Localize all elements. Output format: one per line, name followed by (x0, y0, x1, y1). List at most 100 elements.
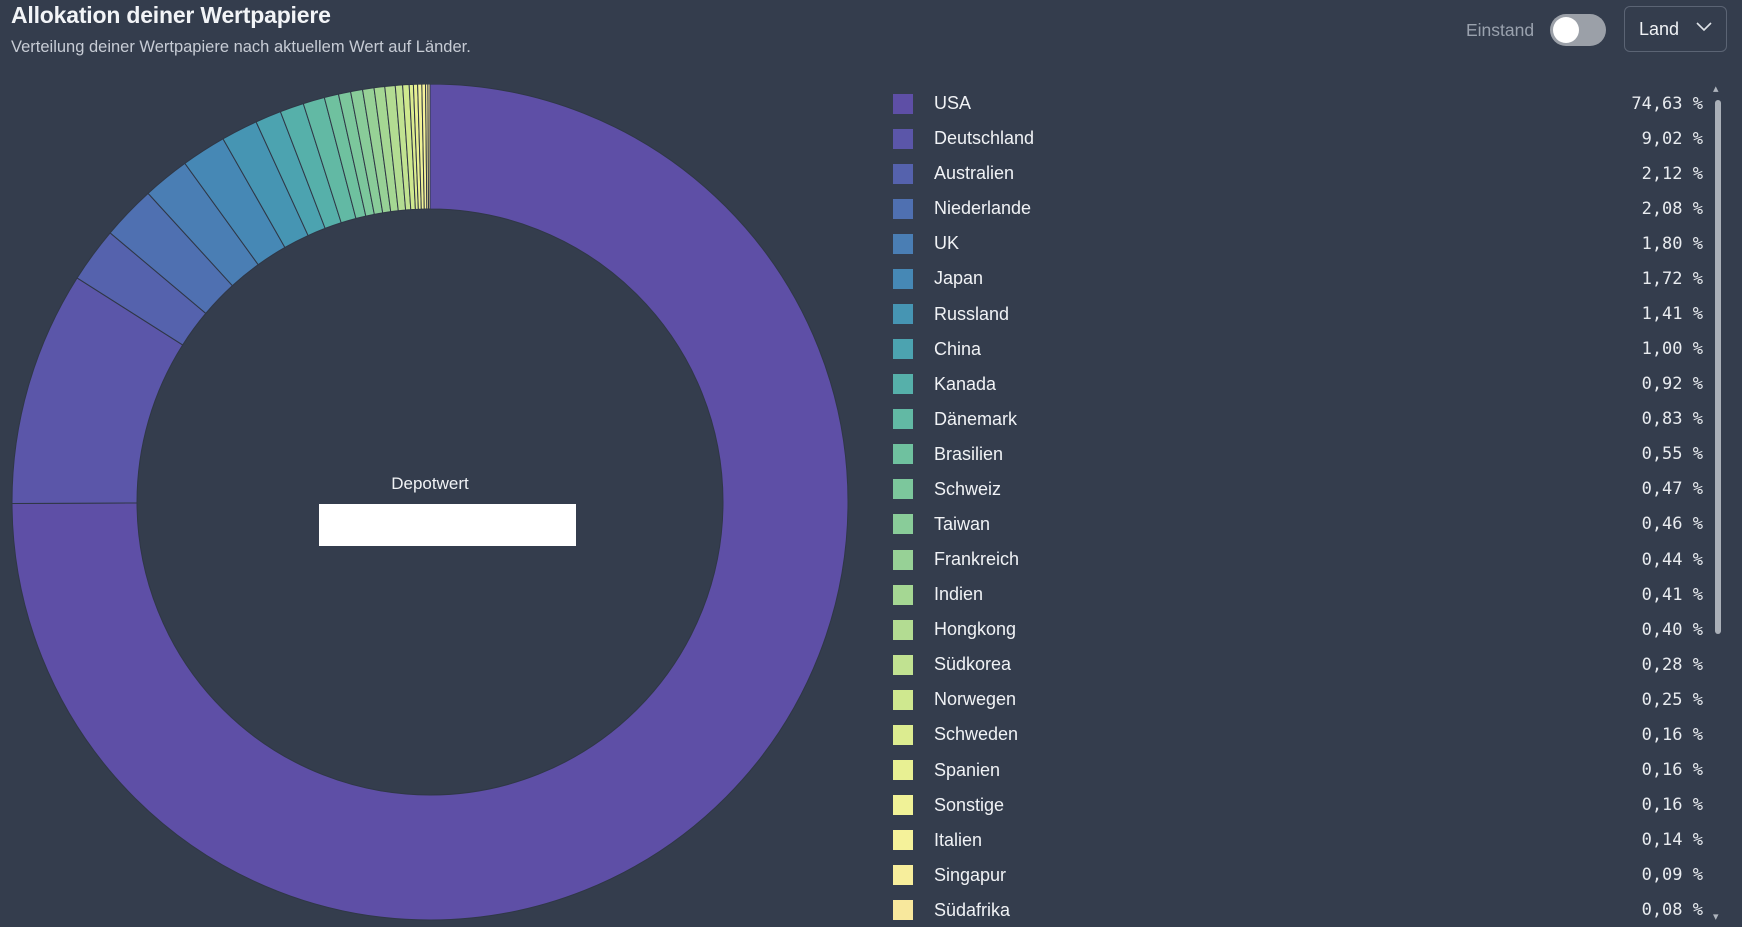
einstand-toggle[interactable] (1550, 14, 1607, 46)
legend-value: 74,63 % (1631, 93, 1703, 114)
legend-value: 0,09 % (1641, 865, 1703, 886)
legend-swatch (893, 619, 913, 640)
legend-value: 1,72 % (1641, 268, 1703, 289)
legend-swatch (893, 479, 913, 500)
legend-value: 2,12 % (1641, 163, 1703, 184)
legend-value: 0,28 % (1641, 654, 1703, 675)
legend-label: Hongkong (934, 619, 1017, 640)
legend-item-japan[interactable]: Japan 1,72 % (893, 261, 1713, 296)
legend-value: 9,02 % (1641, 128, 1703, 149)
legend-swatch (893, 304, 913, 324)
legend-item-sonstige[interactable]: Sonstige 0,16 % (893, 788, 1713, 823)
legend-label: UK (934, 233, 960, 254)
toggle-label: Einstand (1466, 19, 1535, 40)
legend-swatch (893, 268, 913, 289)
legend-item-brasilien[interactable]: Brasilien 0,55 % (893, 437, 1713, 472)
legend-swatch (893, 128, 913, 149)
legend-item-niederlande[interactable]: Niederlande 2,08 % (893, 191, 1713, 226)
legend-item-suedafrika[interactable]: Südafrika 0,08 % (893, 893, 1713, 927)
legend-swatch (893, 374, 913, 395)
legend-label: Russland (934, 303, 1010, 324)
legend-item-suedkorea[interactable]: Südkorea 0,28 % (893, 647, 1713, 682)
legend-label: Südafrika (934, 899, 1011, 920)
legend-swatch (893, 584, 913, 605)
page-title: Allokation deiner Wertpapiere (11, 2, 331, 28)
legend-label: Spanien (934, 759, 1001, 780)
legend-label: Südkorea (934, 654, 1012, 675)
legend-swatch (893, 514, 913, 535)
legend-item-hongkong[interactable]: Hongkong 0,40 % (893, 612, 1713, 647)
legend-value: 0,55 % (1641, 444, 1703, 465)
scroll-up-icon[interactable]: ▴ (1713, 83, 1719, 95)
legend-label: Frankreich (934, 549, 1020, 570)
legend-value: 0,14 % (1641, 830, 1703, 851)
depotwert-label: Depotwert (391, 474, 469, 493)
legend-scrollbar[interactable]: ▴ ▾ (1711, 83, 1725, 927)
scroll-thumb[interactable] (1715, 100, 1721, 634)
legend-item-schweden[interactable]: Schweden 0,16 % (893, 717, 1713, 752)
legend-item-uk[interactable]: UK 1,80 % (893, 226, 1713, 261)
legend-label: Kanada (934, 373, 997, 394)
legend-value: 0,46 % (1641, 514, 1703, 535)
legend-value: 0,44 % (1641, 549, 1703, 570)
legend-swatch (893, 233, 913, 254)
chevron-down-icon (1696, 22, 1712, 32)
legend-swatch (893, 339, 913, 360)
legend-item-daenemark[interactable]: Dänemark 0,83 % (893, 402, 1713, 437)
legend-item-norwegen[interactable]: Norwegen 0,25 % (893, 682, 1713, 717)
chart-legend: USA 74,63 % Deutschland 9,02 % Australien 2,1… (893, 86, 1713, 927)
legend-value: 0,16 % (1641, 760, 1703, 781)
legend-swatch (893, 93, 913, 114)
legend-swatch (893, 689, 913, 710)
legend-item-indien[interactable]: Indien 0,41 % (893, 577, 1713, 612)
scroll-down-icon[interactable]: ▾ (1713, 911, 1719, 923)
legend-swatch (893, 795, 913, 816)
legend-item-italien[interactable]: Italien 0,14 % (893, 823, 1713, 858)
einstand-toggle-group: Einstand (1466, 14, 1607, 46)
legend-value: 0,08 % (1641, 900, 1703, 921)
donut-slice-suedafrika[interactable] (427, 84, 431, 210)
toggle-knob (1553, 17, 1580, 43)
legend-item-china[interactable]: China 1,00 % (893, 332, 1713, 367)
legend-item-schweiz[interactable]: Schweiz 0,47 % (893, 472, 1713, 507)
page-subtitle: Verteilung deiner Wertpapiere nach aktue… (11, 38, 471, 56)
legend-item-spanien[interactable]: Spanien 0,16 % (893, 752, 1713, 787)
legend-value: 0,41 % (1641, 584, 1703, 605)
legend-value: 1,41 % (1641, 304, 1703, 324)
legend-label: Dänemark (934, 408, 1018, 429)
legend-label: Australien (934, 163, 1015, 184)
legend-value: 0,47 % (1641, 479, 1703, 500)
legend-label: Deutschland (934, 128, 1035, 149)
legend-value: 1,80 % (1641, 233, 1703, 254)
legend-label: USA (934, 93, 972, 114)
legend-swatch (893, 409, 913, 430)
legend-swatch (893, 198, 913, 219)
legend-item-deutschland[interactable]: Deutschland 9,02 % (893, 121, 1713, 156)
legend-swatch (893, 830, 913, 851)
legend-label: China (934, 338, 982, 359)
legend-label: Sonstige (934, 794, 1005, 815)
legend-label: Schweiz (934, 478, 1002, 499)
legend-label: Indien (934, 584, 984, 605)
grouping-select-value: Land (1639, 18, 1680, 39)
legend-item-singapur[interactable]: Singapur 0,09 % (893, 858, 1713, 893)
legend-item-russland[interactable]: Russland 1,41 % (893, 296, 1713, 331)
donut-slice-usa[interactable] (11, 84, 849, 921)
legend-item-usa[interactable]: USA 74,63 % (893, 86, 1713, 121)
legend-value: 0,92 % (1641, 374, 1703, 395)
legend-item-frankreich[interactable]: Frankreich 0,44 % (893, 542, 1713, 577)
legend-swatch (893, 900, 913, 921)
legend-swatch (893, 549, 913, 570)
legend-label: Brasilien (934, 443, 1004, 464)
legend-label: Norwegen (934, 689, 1017, 710)
legend-item-australien[interactable]: Australien 2,12 % (893, 156, 1713, 191)
legend-value: 2,08 % (1641, 198, 1703, 219)
legend-swatch (893, 865, 913, 886)
grouping-select[interactable]: Land (1624, 6, 1727, 52)
legend-item-kanada[interactable]: Kanada 0,92 % (893, 367, 1713, 402)
legend-label: Japan (934, 268, 984, 289)
legend-item-taiwan[interactable]: Taiwan 0,46 % (893, 507, 1713, 542)
legend-swatch (893, 760, 913, 781)
legend-value: 0,83 % (1641, 409, 1703, 430)
legend-value: 0,16 % (1641, 724, 1703, 745)
